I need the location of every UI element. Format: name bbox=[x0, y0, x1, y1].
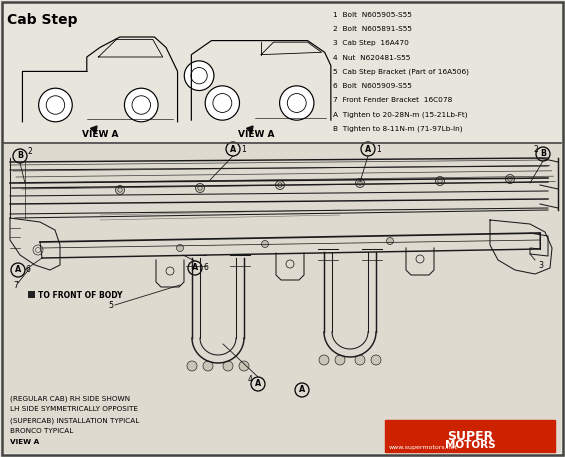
Circle shape bbox=[355, 355, 365, 365]
Text: 6: 6 bbox=[26, 266, 31, 275]
Text: 3  Cab Step  16A470: 3 Cab Step 16A470 bbox=[333, 40, 409, 47]
Circle shape bbox=[536, 147, 550, 161]
Text: 7: 7 bbox=[13, 281, 18, 289]
Text: 2: 2 bbox=[28, 148, 33, 156]
Text: 7  Front Fender Bracket  16C078: 7 Front Fender Bracket 16C078 bbox=[333, 97, 453, 103]
Text: 6  Bolt  N605909-S55: 6 Bolt N605909-S55 bbox=[333, 83, 412, 89]
Text: A: A bbox=[365, 144, 371, 154]
Circle shape bbox=[226, 142, 240, 156]
Circle shape bbox=[335, 355, 345, 365]
Circle shape bbox=[184, 61, 214, 90]
Text: VIEW A: VIEW A bbox=[82, 130, 118, 139]
Text: B  Tighten to 8-11N-m (71-97Lb-In): B Tighten to 8-11N-m (71-97Lb-In) bbox=[333, 126, 463, 132]
Circle shape bbox=[38, 88, 72, 122]
Text: 3: 3 bbox=[538, 260, 543, 270]
Text: www.supermotors.net: www.supermotors.net bbox=[389, 445, 458, 450]
Text: A: A bbox=[299, 386, 305, 394]
Circle shape bbox=[371, 355, 381, 365]
Circle shape bbox=[115, 186, 124, 195]
FancyBboxPatch shape bbox=[385, 420, 555, 452]
Text: A: A bbox=[192, 264, 198, 272]
Circle shape bbox=[203, 361, 213, 371]
Circle shape bbox=[262, 240, 268, 248]
Circle shape bbox=[295, 383, 309, 397]
Polygon shape bbox=[90, 126, 97, 133]
Polygon shape bbox=[246, 126, 253, 133]
Text: BRONCO TYPICAL: BRONCO TYPICAL bbox=[10, 428, 73, 434]
Text: 4  Nut  N620481-S55: 4 Nut N620481-S55 bbox=[333, 54, 410, 61]
Circle shape bbox=[436, 176, 445, 186]
Text: 1  Bolt  N605905-S55: 1 Bolt N605905-S55 bbox=[333, 12, 412, 18]
Circle shape bbox=[319, 355, 329, 365]
Circle shape bbox=[11, 263, 25, 277]
Text: 6: 6 bbox=[203, 264, 208, 272]
Text: 2: 2 bbox=[534, 145, 539, 154]
Circle shape bbox=[124, 88, 158, 122]
Text: (REGULAR CAB) RH SIDE SHOWN: (REGULAR CAB) RH SIDE SHOWN bbox=[10, 395, 130, 402]
Text: VIEW A: VIEW A bbox=[238, 130, 274, 139]
Text: A: A bbox=[15, 266, 21, 275]
Circle shape bbox=[223, 361, 233, 371]
Circle shape bbox=[386, 238, 393, 244]
Circle shape bbox=[195, 184, 205, 192]
Text: A: A bbox=[230, 144, 236, 154]
Text: B: B bbox=[17, 152, 23, 160]
Circle shape bbox=[361, 142, 375, 156]
Circle shape bbox=[280, 86, 314, 120]
Circle shape bbox=[251, 377, 265, 391]
Text: MOTORS: MOTORS bbox=[445, 440, 496, 450]
Circle shape bbox=[188, 261, 202, 275]
Circle shape bbox=[205, 86, 240, 120]
Text: 5: 5 bbox=[108, 301, 113, 309]
Text: (SUPERCAB) INSTALLATION TYPICAL: (SUPERCAB) INSTALLATION TYPICAL bbox=[10, 417, 139, 424]
Text: SUPER: SUPER bbox=[447, 430, 493, 443]
Text: A: A bbox=[255, 379, 261, 388]
Text: LH SIDE SYMMETRICALLY OPPOSITE: LH SIDE SYMMETRICALLY OPPOSITE bbox=[10, 406, 138, 412]
Text: TO FRONT OF BODY: TO FRONT OF BODY bbox=[38, 291, 123, 299]
Circle shape bbox=[239, 361, 249, 371]
Circle shape bbox=[506, 175, 515, 184]
Text: 5  Cab Step Bracket (Part of 16A506): 5 Cab Step Bracket (Part of 16A506) bbox=[333, 69, 469, 75]
FancyBboxPatch shape bbox=[28, 291, 35, 298]
Circle shape bbox=[13, 149, 27, 163]
Text: Cab Step: Cab Step bbox=[7, 13, 77, 27]
Text: B: B bbox=[540, 149, 546, 159]
Circle shape bbox=[276, 181, 285, 190]
Text: 1: 1 bbox=[241, 144, 246, 154]
Text: 4: 4 bbox=[248, 376, 253, 384]
Text: 2  Bolt  N605891-S55: 2 Bolt N605891-S55 bbox=[333, 26, 412, 32]
Text: VIEW A: VIEW A bbox=[10, 439, 39, 445]
Circle shape bbox=[355, 179, 364, 187]
Circle shape bbox=[176, 244, 184, 251]
Text: A  Tighten to 20-28N-m (15-21Lb-Ft): A Tighten to 20-28N-m (15-21Lb-Ft) bbox=[333, 112, 468, 118]
FancyBboxPatch shape bbox=[4, 144, 561, 453]
Text: 1: 1 bbox=[376, 144, 381, 154]
Circle shape bbox=[187, 361, 197, 371]
